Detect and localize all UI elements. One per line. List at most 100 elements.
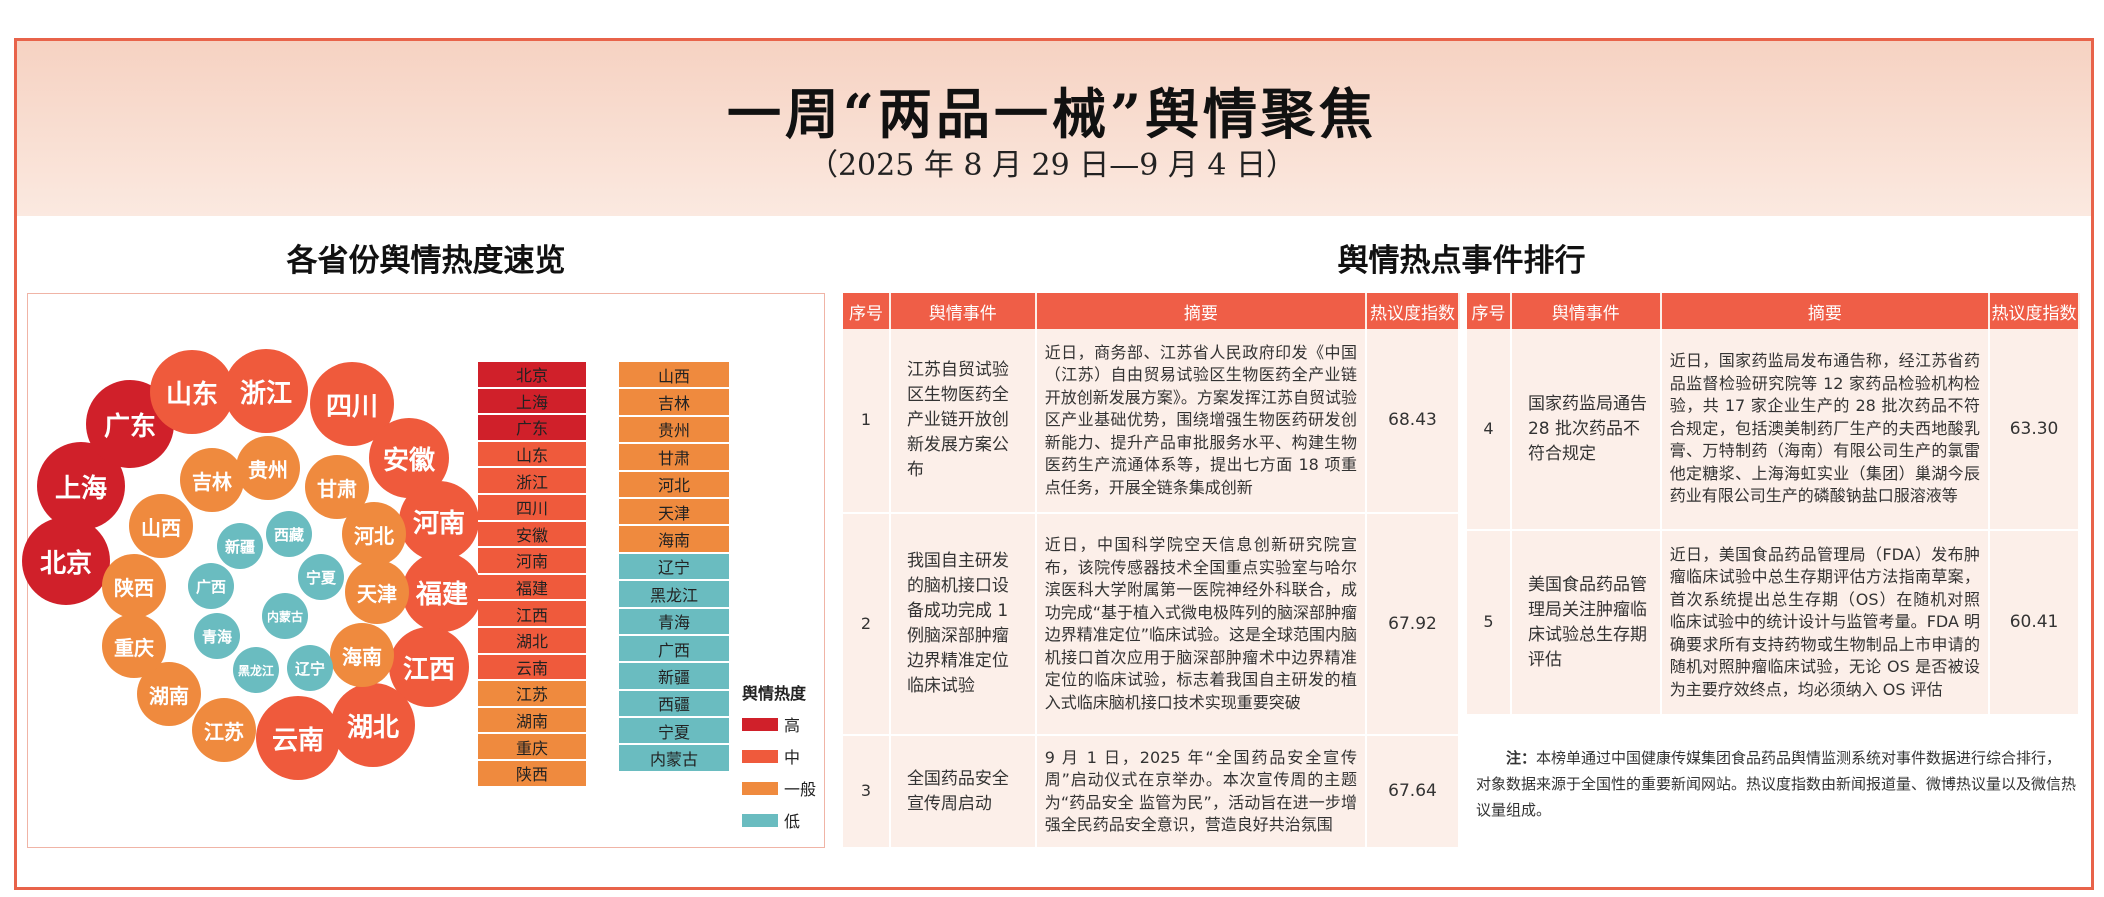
province-list-item: 山东 <box>478 441 586 469</box>
column-header: 序号 <box>843 293 891 329</box>
province-list-item: 辽宁 <box>619 553 729 582</box>
footnote: 注：本榜单通过中国健康传媒集团食品药品舆情监测系统对事件数据进行综合排行，对象数… <box>1476 745 2076 823</box>
bubble-23: 新疆 <box>217 523 263 569</box>
bubble-9: 江西 <box>389 627 469 707</box>
note-label: 注： <box>1506 749 1537 767</box>
legend-swatch <box>742 749 778 763</box>
event-title: 我国自主研发的脑机接口设备成功完成 1 例脑深部肿瘤边界精准定位临床试验 <box>889 513 1037 736</box>
province-list-item: 广西 <box>619 635 729 664</box>
event-summary: 近日，美国食品药品管理局（FDA）发布肿瘤临床试验中总生存期评估方法指南草案，首… <box>1660 530 1991 716</box>
bubble-5: 四川 <box>310 362 394 446</box>
event-summary: 近日，国家药监局发布通告称，经江苏省药品监督检验研究院等 12 家药品检验机构检… <box>1660 329 1991 531</box>
province-list-item: 西疆 <box>619 690 729 719</box>
bubble-29: 黑龙江 <box>233 647 279 693</box>
bubble-8: 福建 <box>402 552 482 632</box>
event-summary: 近日，中国科学院空天信息创新研究院宣布，该院传感器技术全国重点实验室与哈尔滨医科… <box>1035 513 1368 736</box>
table-header: 序号 舆情事件 摘要 热议度指数 <box>1467 293 2080 329</box>
column-header: 热议度指数 <box>1989 293 2080 329</box>
province-list-item: 吉林 <box>619 389 729 417</box>
header-banner <box>17 41 2091 216</box>
province-list-item: 云南 <box>478 654 586 682</box>
legend-label: 一般 <box>784 780 817 799</box>
bubble-18: 贵州 <box>236 436 300 500</box>
province-list-item: 北京 <box>478 362 586 389</box>
province-list-item: 天津 <box>619 498 729 527</box>
column-header: 摘要 <box>1660 293 1991 329</box>
province-list-item: 陕西 <box>478 760 586 788</box>
bubble-14: 重庆 <box>102 614 166 678</box>
bubble-22: 海南 <box>330 623 394 687</box>
table-row: 5 美国食品药品管理局关注肿瘤临床试验总生存期评估 近日，美国食品药品管理局（F… <box>1467 530 2080 716</box>
heat-index: 60.41 <box>1989 530 2080 716</box>
bubble-25: 宁夏 <box>298 554 344 600</box>
bubble-24: 西藏 <box>266 511 312 557</box>
legend-swatch <box>742 717 778 731</box>
legend-title: 舆情热度 <box>742 684 807 703</box>
bubble-10: 湖北 <box>331 683 415 767</box>
bubble-16: 山西 <box>129 494 193 558</box>
bubble-20: 河北 <box>342 502 406 566</box>
province-list-item: 湖南 <box>478 707 586 735</box>
province-list-item: 黑龙江 <box>619 581 729 609</box>
rank: 3 <box>843 735 891 849</box>
province-list-item: 上海 <box>478 388 586 416</box>
event-title: 全国药品安全宣传周启动 <box>889 735 1037 849</box>
province-list-item: 贵州 <box>619 416 729 445</box>
ranking-title: 舆情热点事件排行 <box>1337 243 1586 279</box>
province-list-item: 重庆 <box>478 734 586 761</box>
column-header: 热议度指数 <box>1366 293 1460 329</box>
province-list-2: 山西 吉林 贵州 甘肃 河北 天津 海南 辽宁 黑龙江 青海 广西 新疆 西疆 宁夏 内蒙古 <box>619 362 729 773</box>
bubble-26: 广西 <box>188 563 234 609</box>
page-frame <box>14 38 2094 890</box>
province-list-item: 福建 <box>478 574 586 602</box>
province-list-item: 宁夏 <box>619 718 729 746</box>
bubble-28: 青海 <box>194 613 240 659</box>
province-list-item: 四川 <box>478 494 586 522</box>
bubble-27: 内蒙古 <box>262 593 308 639</box>
column-header: 序号 <box>1467 293 1512 329</box>
event-title: 江苏自贸试验区生物医药全产业链开放创新发展方案公布 <box>889 329 1037 514</box>
heat-index: 63.30 <box>1989 329 2080 531</box>
province-list-item: 浙江 <box>478 468 586 495</box>
page-title: 一周“两品一械”舆情聚焦 <box>726 82 1378 146</box>
rank: 4 <box>1467 329 1512 531</box>
column-header: 摘要 <box>1035 293 1368 329</box>
event-title: 美国食品药品管理局关注肿瘤临床试验总生存期评估 <box>1510 530 1662 716</box>
rank: 1 <box>843 329 891 514</box>
note-text: 本榜单通过中国健康传媒集团食品药品舆情监测系统对事件数据进行综合排行，对象数据来… <box>1476 749 2077 819</box>
column-header: 舆情事件 <box>1510 293 1662 329</box>
legend-label: 高 <box>784 716 801 735</box>
bubble-15: 陕西 <box>102 554 166 618</box>
legend-item: 中 <box>742 744 816 768</box>
ranking-table-2: 序号 舆情事件 摘要 热议度指数 4 国家药监局通告 28 批次药品不符合规定 近日，… <box>1467 293 2080 716</box>
legend-item: 一般 <box>742 776 816 800</box>
heat-index: 68.43 <box>1366 329 1460 514</box>
province-list-item: 江苏 <box>478 681 586 708</box>
column-header: 舆情事件 <box>889 293 1037 329</box>
table-header: 序号 舆情事件 摘要 热议度指数 <box>843 293 1460 329</box>
legend-swatch <box>742 781 778 795</box>
province-list-item: 内蒙古 <box>619 745 729 773</box>
legend-label: 中 <box>784 748 801 767</box>
event-title: 国家药监局通告 28 批次药品不符合规定 <box>1510 329 1662 531</box>
heat-index: 67.92 <box>1366 513 1460 736</box>
province-list-item: 新疆 <box>619 663 729 691</box>
province-list-item: 河南 <box>478 548 586 575</box>
province-list-item: 山西 <box>619 362 729 390</box>
legend-item: 低 <box>742 808 816 832</box>
bubble-17: 吉林 <box>180 448 244 512</box>
province-list-item: 青海 <box>619 608 729 636</box>
bubble-2: 广东 <box>86 380 174 468</box>
heat-index: 67.64 <box>1366 735 1460 849</box>
legend-label: 低 <box>784 812 801 831</box>
province-heat-title: 各省份舆情热度速览 <box>286 243 566 279</box>
province-list-1: 北京 上海 广东 山东 浙江 四川 安徽 河南 福建 江西 湖北 云南 江苏 湖南 重庆 陕西 <box>478 362 586 788</box>
bubble-11: 云南 <box>256 696 340 780</box>
province-list-item: 河北 <box>619 471 729 499</box>
table-row: 1 江苏自贸试验区生物医药全产业链开放创新发展方案公布 近日，商务部、江苏省人民… <box>843 329 1460 514</box>
legend-item: 高 <box>742 712 816 736</box>
bubble-7: 河南 <box>399 481 479 561</box>
table-row: 3 全国药品安全宣传周启动 9 月 1 日，2025 年“全国药品安全宣传周”启… <box>843 735 1460 849</box>
legend-swatch <box>742 813 778 827</box>
event-summary: 近日，商务部、江苏省人民政府印发《中国（江苏）自由贸易试验区生物医药全产业链开放… <box>1035 329 1368 514</box>
